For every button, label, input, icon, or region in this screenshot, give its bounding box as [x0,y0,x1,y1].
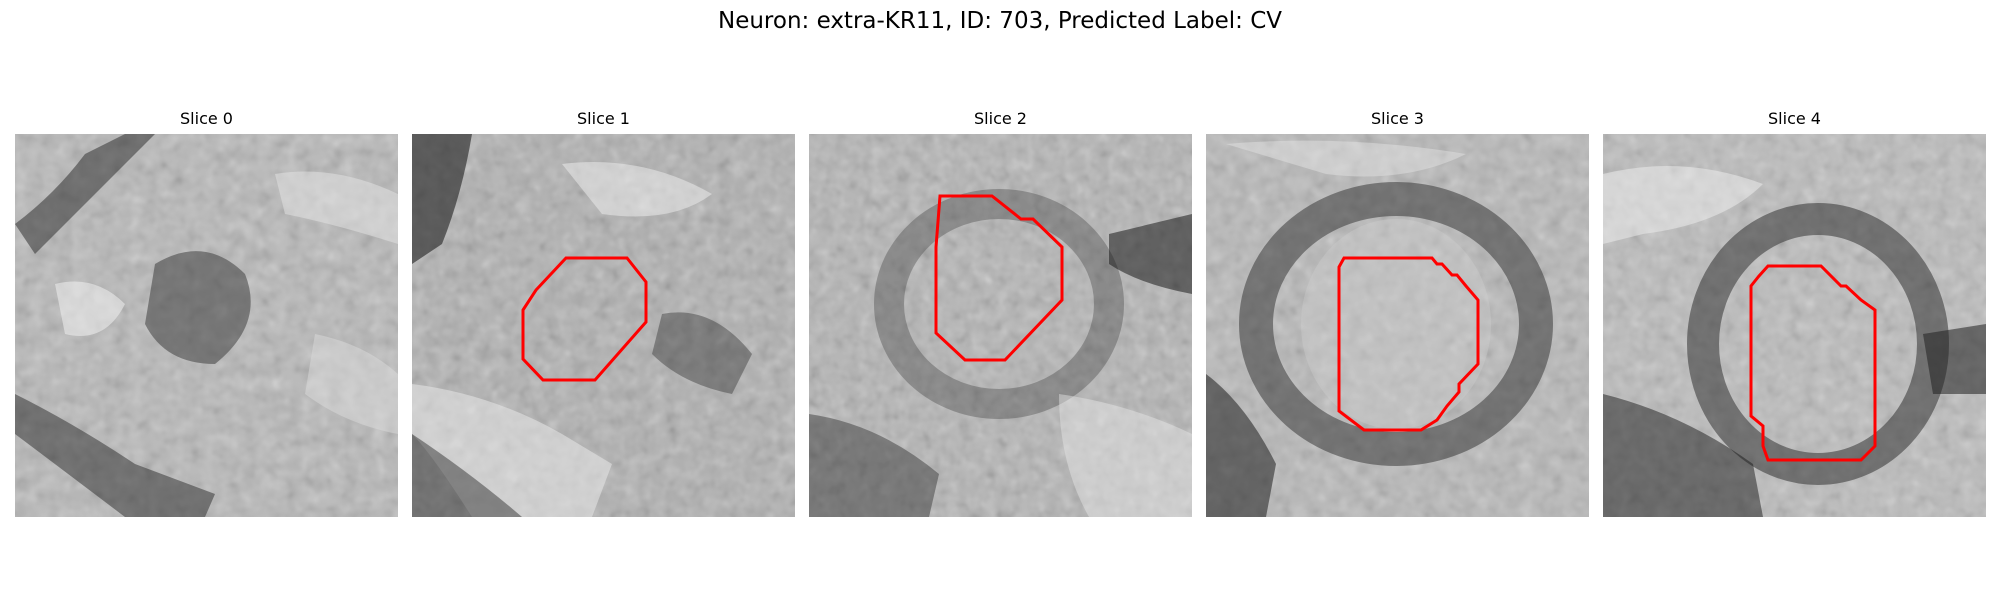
slice-image-2 [809,134,1192,517]
slice-title: Slice 1 [577,109,630,128]
slice-image-1 [412,134,795,517]
roi-contour [1337,256,1480,432]
figure-title: Neuron: extra-KR11, ID: 703, Predicted L… [717,8,1283,34]
roi-contour [521,256,648,382]
slice-title: Slice 4 [1768,109,1821,128]
slice-image-4 [1603,134,1986,517]
slice-title: Slice 3 [1371,109,1424,128]
slice-image-0 [15,134,398,517]
slice-panel-4: Slice 4 [1603,108,1986,521]
slice-title: Slice 2 [974,109,1027,128]
slice-panel-2: Slice 2 [809,108,1192,521]
slice-panel-0: Slice 0 [15,108,398,521]
slice-panel-1: Slice 1 [412,108,795,521]
slice-panel-3: Slice 3 [1206,108,1589,521]
slice-image-3 [1206,134,1589,517]
roi-contour [934,194,1064,362]
roi-contour [1749,264,1877,462]
slice-title: Slice 0 [180,109,233,128]
